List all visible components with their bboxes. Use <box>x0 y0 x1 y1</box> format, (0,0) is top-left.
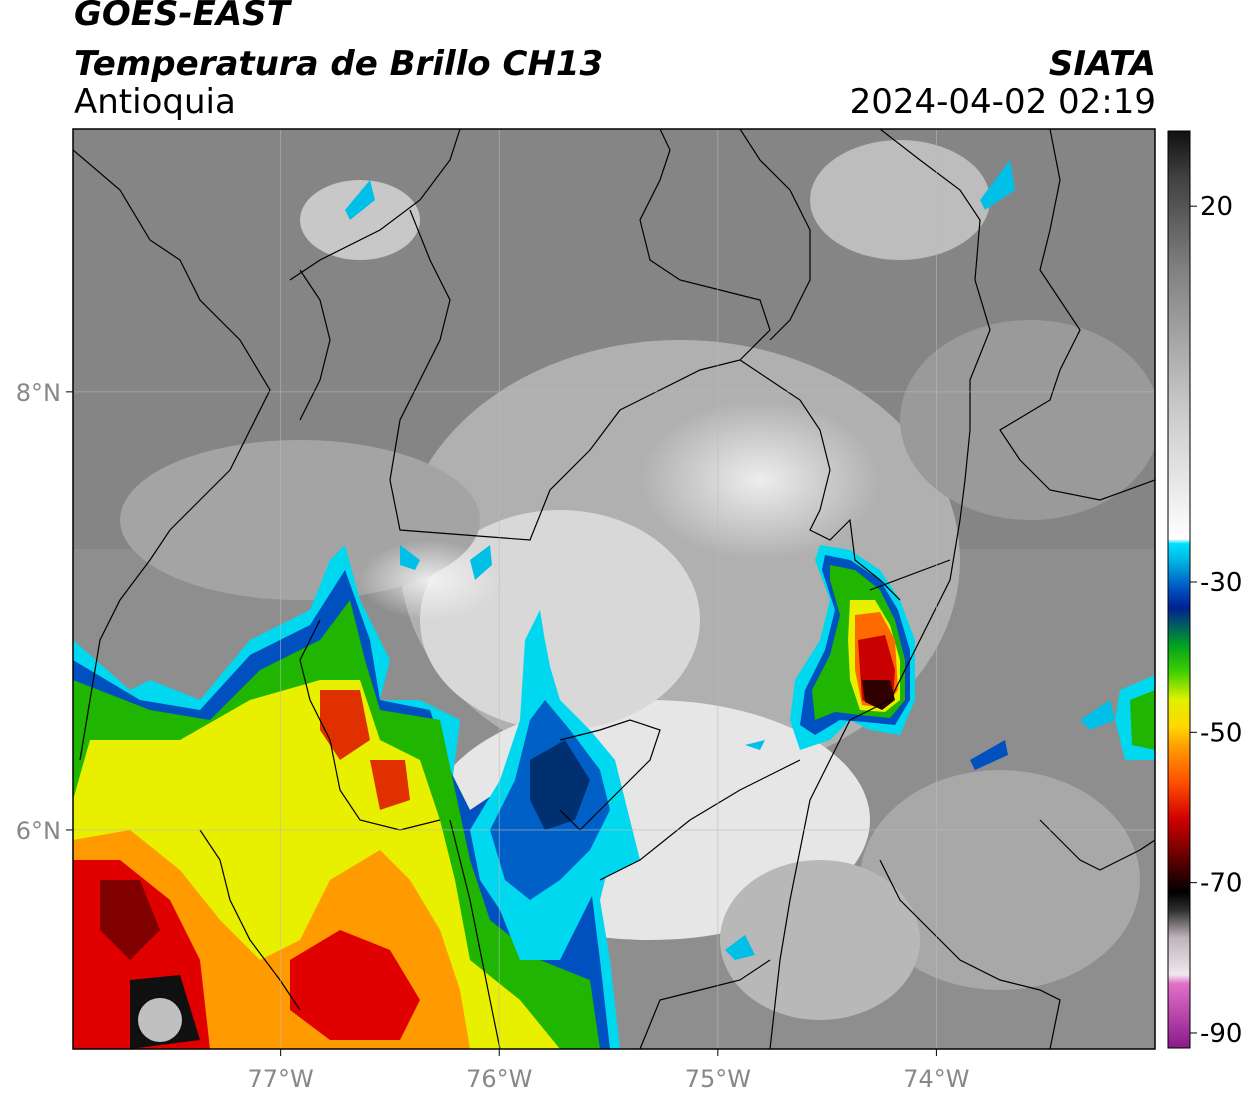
region-label: Antioquia <box>74 82 236 122</box>
colorbar-tick-label: -50 <box>1200 718 1242 748</box>
gridlines <box>73 129 1155 1049</box>
colorbar-tick-label: -90 <box>1200 1019 1242 1049</box>
colorbar-tick-label: 20 <box>1200 192 1233 222</box>
colorbar-tick-label: -30 <box>1200 568 1242 598</box>
lon-tick-label: 74°W <box>903 1065 969 1093</box>
colorbar-ticks: 20 -30 -50 -70 -90 <box>1190 192 1242 1049</box>
product-title: Temperatura de Brillo CH13 <box>74 44 604 84</box>
lon-tick-label: 76°W <box>466 1065 532 1093</box>
map-frame <box>72 128 1156 1050</box>
lon-tick-label: 75°W <box>685 1065 751 1093</box>
satellite-image <box>73 129 1155 1049</box>
lat-tick-label: 6°N <box>16 817 61 845</box>
colorbar-tick-label: -70 <box>1200 869 1242 899</box>
satellite-title: GOES-EAST <box>74 0 290 34</box>
lat-tick-label: 8°N <box>16 379 61 407</box>
lon-tick-label: 77°W <box>248 1065 314 1093</box>
axis-labels: 77°W 76°W 75°W 74°W 8°N 6°N <box>16 379 970 1093</box>
colorbar <box>1167 130 1191 1049</box>
datetime-label: 2024-04-02 02:19 <box>849 82 1156 122</box>
agency-label: SIATA <box>1048 44 1156 84</box>
